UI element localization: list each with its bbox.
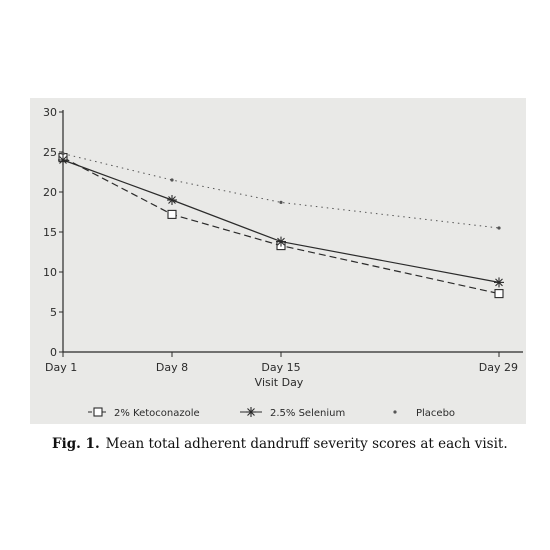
legend-item: Placebo <box>393 408 455 419</box>
legend-dot <box>393 410 397 414</box>
x-tick-label: Day 8 <box>156 361 188 374</box>
caption-text: Mean total adherent dandruff severity sc… <box>105 436 508 452</box>
y-ticks: 0 5 10 15 20 25 30 <box>43 106 63 359</box>
y-tick-label: 5 <box>50 306 57 319</box>
series-line <box>62 157 500 295</box>
data-point-asterisk <box>494 277 504 288</box>
x-tick-label: Day 1 <box>45 361 77 374</box>
legend-label: 2% Ketoconazole <box>114 408 200 419</box>
data-point-asterisk <box>167 195 177 205</box>
series-2-5-selenium <box>58 155 504 288</box>
y-tick-label: 20 <box>43 186 57 199</box>
legend: 2% Ketoconazole 2.5% Selenium Placebo <box>88 407 455 419</box>
y-tick-label: 30 <box>43 106 57 119</box>
caption-label: Fig. 1. <box>52 436 100 452</box>
data-point-asterisk <box>58 155 68 165</box>
x-tick-label: Day 15 <box>261 361 300 374</box>
data-point-dot <box>497 226 501 230</box>
y-tick-label: 10 <box>43 266 57 279</box>
y-tick-label: 25 <box>43 146 57 159</box>
legend-item: 2% Ketoconazole <box>88 407 200 419</box>
y-tick-label: 0 <box>50 346 57 359</box>
asterisk-stroke <box>59 156 67 164</box>
legend-label: Placebo <box>416 408 455 419</box>
data-point-dot <box>170 178 174 182</box>
data-point-dot <box>61 152 65 156</box>
series-line <box>62 159 500 283</box>
data-point-square <box>93 407 103 417</box>
asterisk-stroke <box>168 196 176 204</box>
asterisk-stroke <box>247 408 255 416</box>
asterisk-stroke <box>277 237 285 246</box>
x-tick-label: Day 29 <box>479 361 518 374</box>
asterisk-stroke <box>495 278 503 287</box>
data-point-dot <box>279 200 283 204</box>
series-layer <box>58 152 504 299</box>
y-tick-label: 15 <box>43 226 57 239</box>
series-line <box>62 153 500 229</box>
figure-caption: Fig. 1. Mean total adherent dandruff seve… <box>52 436 522 452</box>
series-placebo <box>61 152 501 230</box>
data-point-square <box>494 289 504 299</box>
legend-label: 2.5% Selenium <box>270 408 345 419</box>
legend-item: 2.5% Selenium <box>240 407 345 419</box>
data-point-square <box>167 209 177 219</box>
data-point-asterisk <box>246 407 256 417</box>
chart-background <box>30 98 526 424</box>
data-point-asterisk <box>276 236 286 247</box>
x-ticks: Day 1 Day 8 Day 15 Day 29 <box>45 352 518 374</box>
x-axis-title: Visit Day <box>255 376 304 389</box>
